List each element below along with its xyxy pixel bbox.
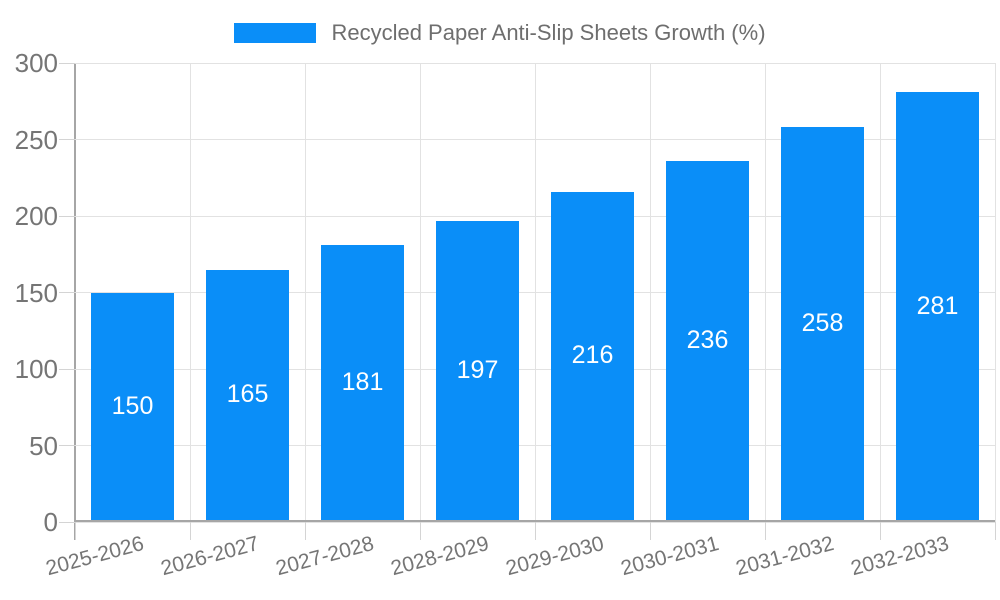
gridline-vertical: [304, 63, 306, 522]
x-tick-label: 2032-2033: [848, 532, 952, 581]
plot-area: 0 50 100 150 200 250 300 150 165 181 197 216 236 258 2…: [15, 49, 996, 580]
gridline-vertical: [534, 63, 536, 522]
y-axis-line: [74, 63, 76, 540]
bar: 216: [551, 191, 634, 520]
bar: 258: [781, 127, 864, 520]
y-tick-label: 100: [14, 354, 58, 384]
y-axis-tick: [59, 368, 75, 370]
bar-value-label: 281: [916, 291, 959, 320]
bar: 181: [321, 245, 404, 520]
legend-label: Recycled Paper Anti-Slip Sheets Growth (…: [331, 20, 766, 45]
y-tick-label: 300: [14, 48, 58, 78]
y-axis-tick: [59, 215, 75, 217]
legend: Recycled Paper Anti-Slip Sheets Growth (…: [0, 21, 1000, 45]
x-axis-tick: [649, 522, 651, 540]
x-tick-label: 2027-2028: [273, 532, 377, 581]
bar: 236: [666, 160, 749, 520]
x-tick-label: 2029-2030: [503, 532, 607, 581]
x-axis-tick: [764, 522, 766, 540]
x-tick-label: 2026-2027: [158, 532, 262, 581]
legend-item[interactable]: Recycled Paper Anti-Slip Sheets Growth (…: [234, 20, 766, 45]
y-axis-tick: [59, 292, 75, 293]
x-axis-tick: [189, 522, 191, 540]
y-tick-label: 50: [29, 430, 58, 461]
bar-value-label: 181: [341, 368, 384, 397]
bar-value-label: 258: [801, 309, 844, 338]
x-axis-tick: [74, 522, 76, 540]
x-axis-tick: [534, 522, 536, 540]
x-axis-tick: [419, 522, 421, 540]
gridline-vertical: [764, 63, 766, 522]
bar-value-label: 197: [456, 355, 499, 384]
y-axis-tick: [59, 139, 75, 140]
x-axis-tick: [879, 522, 881, 540]
bar: 150: [91, 292, 174, 520]
y-tick-label: 0: [43, 507, 58, 537]
y-tick-label: 250: [14, 124, 58, 155]
bar: 281: [896, 92, 979, 520]
x-tick-label: 2031-2032: [733, 532, 837, 581]
gridline-vertical: [879, 63, 881, 522]
x-axis-tick: [304, 522, 306, 540]
x-tick-label: 2025-2026: [43, 532, 147, 581]
y-axis-tick: [59, 521, 75, 523]
y-tick-label: 150: [14, 277, 58, 308]
x-axis-tick: [994, 522, 996, 540]
y-tick-label: 200: [14, 201, 58, 231]
bar: 197: [436, 220, 519, 520]
x-axis-line: [75, 520, 995, 522]
bar-value-label: 150: [111, 391, 154, 420]
x-tick-label: 2030-2031: [618, 532, 722, 581]
bar-value-label: 236: [686, 325, 729, 354]
x-tick-label: 2028-2029: [388, 532, 492, 581]
gridline-vertical: [189, 63, 191, 522]
bar-value-label: 216: [571, 341, 614, 370]
bar: 165: [206, 269, 289, 520]
legend-color-swatch: [234, 23, 317, 43]
gridline-vertical: [994, 63, 996, 522]
y-axis-tick: [59, 445, 75, 446]
bar-value-label: 165: [226, 380, 269, 409]
gridline-vertical: [649, 63, 651, 522]
y-axis-tick: [59, 62, 75, 64]
gridline-vertical: [419, 63, 421, 522]
